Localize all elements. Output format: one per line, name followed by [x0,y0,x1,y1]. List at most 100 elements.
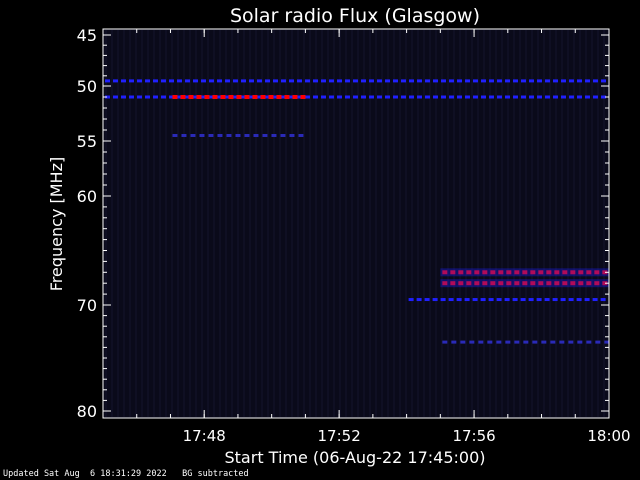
feature-cell [220,95,226,99]
heatmap-column [459,30,461,417]
feature-cell [281,95,286,99]
feature-cell [321,95,326,99]
heatmap-column [321,30,323,417]
feature-band-54.5 [172,134,304,137]
feature-cell [457,95,462,99]
feature-cell [602,270,608,275]
heatmap-column [603,30,605,417]
feature-cell [513,79,518,83]
feature-cell [458,270,464,275]
feature-cell [401,95,406,99]
heatmap-column [177,30,179,417]
feature-cell [217,95,222,99]
feature-band-49.5 [105,79,606,83]
heatmap-column [441,30,443,417]
feature-cell [505,340,511,344]
feature-cell [487,340,493,344]
feature-cell [425,79,430,83]
heatmap-column [585,30,587,417]
feature-cell [465,79,470,83]
feature-cell [577,340,583,344]
feature-cell [594,281,600,286]
feature-cell [129,95,134,99]
feature-cell [600,298,606,302]
x-tick-label: 17:56 [452,427,495,445]
feature-cell [424,298,430,302]
feature-cell [529,79,534,83]
feature-cell [601,95,606,99]
feature-cell [481,95,486,99]
feature-cell [536,298,542,302]
x-tick-label: 17:52 [318,427,361,445]
feature-cell [417,95,422,99]
feature-cell [440,298,446,302]
feature-cell [504,298,510,302]
feature-cell [209,79,214,83]
heatmap-column [255,30,257,417]
feature-cell [252,95,258,99]
feature-cell [523,340,529,344]
heatmap-background [103,29,609,418]
feature-cell [545,95,550,99]
feature-cell [469,340,475,344]
feature-cell [345,95,350,99]
feature-cell [456,298,462,302]
feature-cell [496,298,502,302]
y-tick-label: 50 [77,77,97,96]
feature-cell [474,281,480,286]
feature-cell [353,79,358,83]
feature-cell [497,79,502,83]
feature-cell [425,95,430,99]
feature-cell [537,95,542,99]
feature-cell [553,79,558,83]
feature-cell [393,95,398,99]
feature-cell [490,270,496,275]
heatmap-column [363,30,365,417]
feature-cell [385,79,390,83]
heatmap-area [103,29,610,418]
feature-cell [236,95,242,99]
heatmap-column [387,30,389,417]
heatmap-column [417,30,419,417]
feature-cell [329,79,334,83]
feature-cell [584,298,590,302]
feature-cell [449,79,454,83]
feature-cell [199,134,205,137]
feature-cell [408,298,414,302]
feature-cell [172,95,178,99]
feature-cell [450,281,456,286]
feature-cell [416,298,422,302]
feature-cell [537,79,542,83]
heatmap-column [507,30,509,417]
feature-cell [586,281,592,286]
feature-cell [442,340,448,344]
heatmap-column [357,30,359,417]
feature-cell [514,340,520,344]
feature-cell [377,79,382,83]
heatmap-column [303,30,305,417]
feature-cell [137,95,142,99]
feature-cell [212,95,218,99]
feature-cell [552,298,558,302]
feature-cell [538,270,544,275]
heatmap-column [243,30,245,417]
heatmap-column [135,30,137,417]
footer-bg-note: BG subtracted [182,469,249,479]
feature-cell [448,298,454,302]
feature-cell [321,79,326,83]
feature-cell [474,270,480,275]
feature-band-51.0-red [172,95,306,99]
feature-cell [313,79,318,83]
feature-cell [482,281,488,286]
feature-cell [530,281,536,286]
feature-cell [284,95,290,99]
feature-cell [260,95,266,99]
feature-cell [180,95,186,99]
feature-cell [546,281,552,286]
feature-cell [602,281,608,286]
feature-cell [568,340,574,344]
heatmap-column [435,30,437,417]
feature-cell [521,95,526,99]
feature-cell [480,298,486,302]
heatmap-column [195,30,197,417]
